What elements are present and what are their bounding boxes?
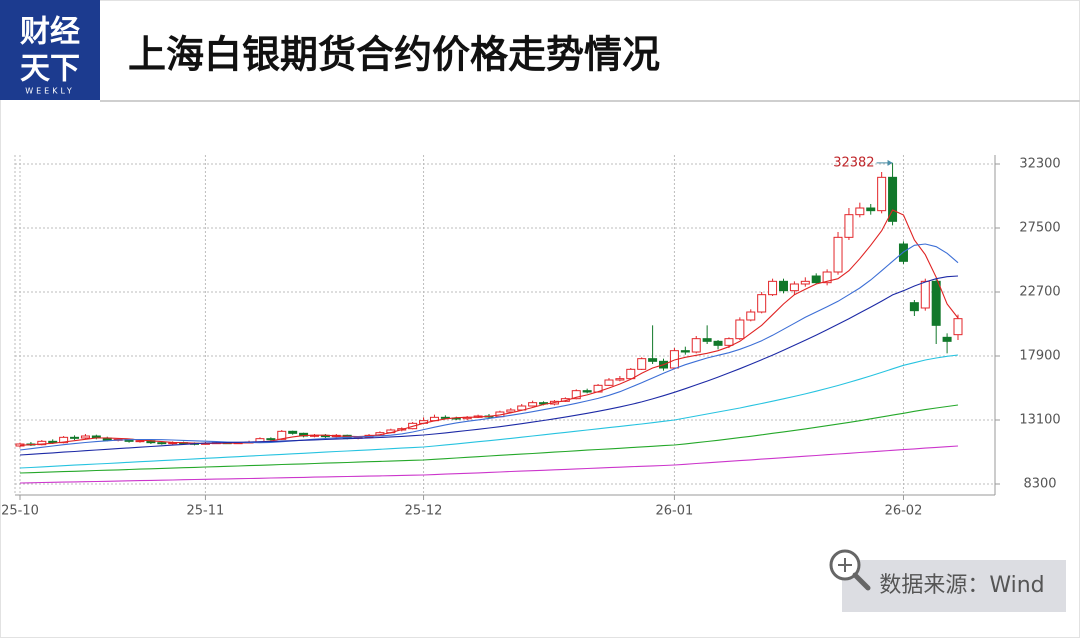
candle-body: [855, 207, 865, 216]
candle-body: [266, 438, 276, 441]
x-tick-label: 26-02: [885, 504, 923, 519]
candle-body: [157, 442, 167, 445]
candle-body: [724, 338, 734, 346]
y-tick-label: 22700: [1019, 285, 1060, 300]
candle-body: [866, 207, 876, 212]
annotation-arrow: [887, 159, 893, 166]
candle-body: [680, 350, 690, 353]
moving-average-line: [19, 209, 959, 446]
logo: [0, 0, 100, 100]
candle-body: [440, 416, 450, 419]
candle-body: [615, 378, 625, 381]
source-text: 数据来源：Wind: [879, 573, 1044, 598]
candle-body: [746, 311, 756, 321]
candle-body: [691, 338, 701, 353]
chart-title: 上海白银期货合约价格走势情况: [128, 33, 660, 77]
annotation: 32382: [833, 155, 874, 170]
y-tick-label: 8300: [1023, 477, 1056, 492]
candle-body: [571, 390, 581, 400]
candle-body: [37, 440, 47, 446]
candle-body: [48, 440, 58, 444]
moving-average-line: [19, 445, 959, 484]
x-tick-label: 25-11: [187, 504, 225, 519]
candle-body: [59, 436, 69, 444]
y-tick-label: 32300: [1019, 157, 1060, 172]
logo-sub: WEEKLY: [25, 87, 75, 96]
candle-body: [528, 402, 538, 407]
logo-text: 天下: [20, 52, 80, 87]
candle-body: [70, 436, 80, 439]
x-tick-label: 25-12: [405, 504, 443, 519]
plot: 8300 13100 17900 22700 27500 32300 25-10 25-11 2…: [1, 155, 1061, 519]
candle-body: [637, 358, 647, 370]
candle-body: [942, 336, 952, 342]
candle-body: [833, 236, 843, 273]
candle-body: [953, 318, 963, 336]
candle-body: [506, 409, 516, 413]
candle-body: [800, 280, 810, 285]
y-tick-label: 17900: [1019, 349, 1060, 364]
moving-average-line: [19, 354, 959, 469]
y-tick-label: 13100: [1019, 413, 1060, 428]
candle-body: [604, 379, 614, 386]
candle-body: [789, 283, 799, 292]
source-box: [842, 560, 1066, 612]
candle-body: [888, 176, 898, 222]
candle-body: [713, 340, 723, 346]
moving-average-line: [19, 404, 959, 474]
candle-body: [626, 368, 636, 380]
x-tick-label: 26-01: [656, 504, 694, 519]
candle-body: [757, 294, 767, 313]
candle-body: [844, 214, 854, 238]
candle-body: [582, 390, 592, 393]
logo-text: 财经: [20, 15, 80, 50]
y-tick-label: 27500: [1019, 221, 1060, 236]
moving-average-line: [19, 275, 959, 456]
candle-body: [920, 280, 930, 309]
candle-body: [877, 176, 887, 212]
candle-body: [288, 430, 298, 434]
candle-body: [648, 358, 658, 362]
candle-body: [80, 435, 90, 439]
candle-body: [135, 440, 145, 443]
candle-body: [822, 271, 832, 284]
candle-body: [811, 275, 821, 284]
magnifier-icon: [852, 572, 871, 591]
candle-body: [909, 302, 919, 312]
moving-average-line: [19, 243, 959, 451]
candle-body: [735, 319, 745, 340]
candle-body: [778, 280, 788, 292]
candle-body: [702, 338, 712, 342]
candle-body: [768, 280, 778, 296]
candle-body: [931, 280, 941, 326]
x-tick-label: 25-10: [1, 504, 39, 519]
